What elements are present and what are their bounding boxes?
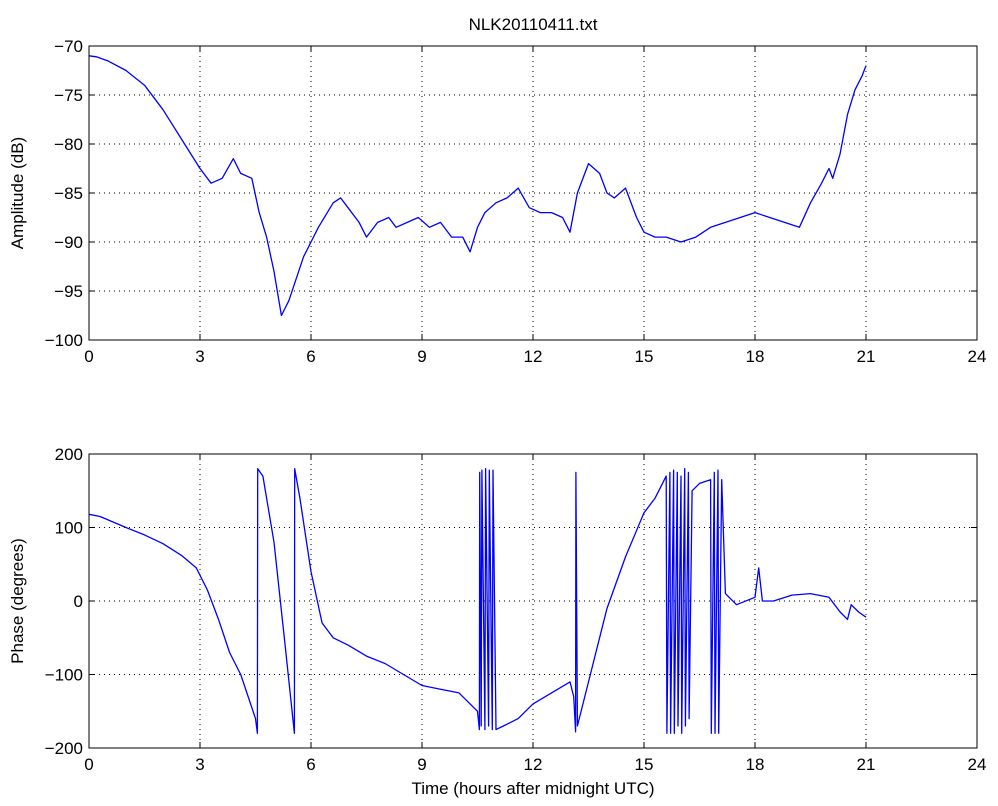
phase-y-tick-label: 0	[74, 592, 83, 611]
chart-title: NLK20110411.txt	[469, 15, 598, 34]
amplitude-y-tick-label: −75	[54, 86, 83, 105]
phase-x-tick-label: 24	[968, 755, 987, 774]
amplitude-x-tick-label: 24	[968, 347, 987, 366]
amplitude-x-tick-label: 21	[857, 347, 876, 366]
amplitude-x-tick-label: 3	[195, 347, 204, 366]
amplitude-x-tick-label: 6	[306, 347, 315, 366]
phase-x-tick-label: 12	[524, 755, 543, 774]
phase-y-axis-label: Phase (degrees)	[8, 538, 27, 664]
phase-y-tick-label: 200	[55, 445, 83, 464]
amplitude-x-tick-label: 12	[524, 347, 543, 366]
phase-x-tick-label: 15	[635, 755, 654, 774]
phase-x-tick-label: 9	[417, 755, 426, 774]
phase-y-tick-label: 100	[55, 519, 83, 538]
phase-x-tick-label: 0	[84, 755, 93, 774]
phase-y-tick-label: −200	[45, 739, 83, 758]
amplitude-y-tick-label: −90	[54, 233, 83, 252]
amplitude-x-tick-label: 0	[84, 347, 93, 366]
amplitude-plot-area	[89, 46, 977, 340]
amplitude-panel: 0 3 6 9 12 15 18 21 24 −70 −75 −80 −85 −90 −95 −100 Ampl…	[8, 37, 986, 366]
amplitude-series-line	[88, 55, 867, 317]
amplitude-x-tick-label: 9	[417, 347, 426, 366]
phase-axes-frame	[88, 453, 978, 749]
amplitude-y-tick-label: −100	[45, 331, 83, 350]
amplitude-y-axis-label: Amplitude (dB)	[8, 137, 27, 249]
phase-panel: 0 3 6 9 12 15 18 21 24 200 100 0 −100 −200 Phase (degr…	[8, 445, 986, 798]
phase-y-tick-label: −100	[45, 666, 83, 685]
phase-x-tick-label: 21	[857, 755, 876, 774]
phase-x-tick-label: 3	[195, 755, 204, 774]
amplitude-y-tick-label: −70	[54, 37, 83, 56]
amplitude-axes-frame	[88, 45, 978, 341]
amplitude-y-tick-label: −95	[54, 282, 83, 301]
phase-series-line	[88, 468, 867, 734]
amplitude-y-tick-label: −85	[54, 184, 83, 203]
phase-x-tick-label: 6	[306, 755, 315, 774]
amplitude-x-tick-label: 15	[635, 347, 654, 366]
phase-x-axis-label: Time (hours after midnight UTC)	[411, 779, 654, 798]
phase-x-tick-label: 18	[746, 755, 765, 774]
amplitude-y-tick-label: −80	[54, 135, 83, 154]
amplitude-x-tick-label: 18	[746, 347, 765, 366]
